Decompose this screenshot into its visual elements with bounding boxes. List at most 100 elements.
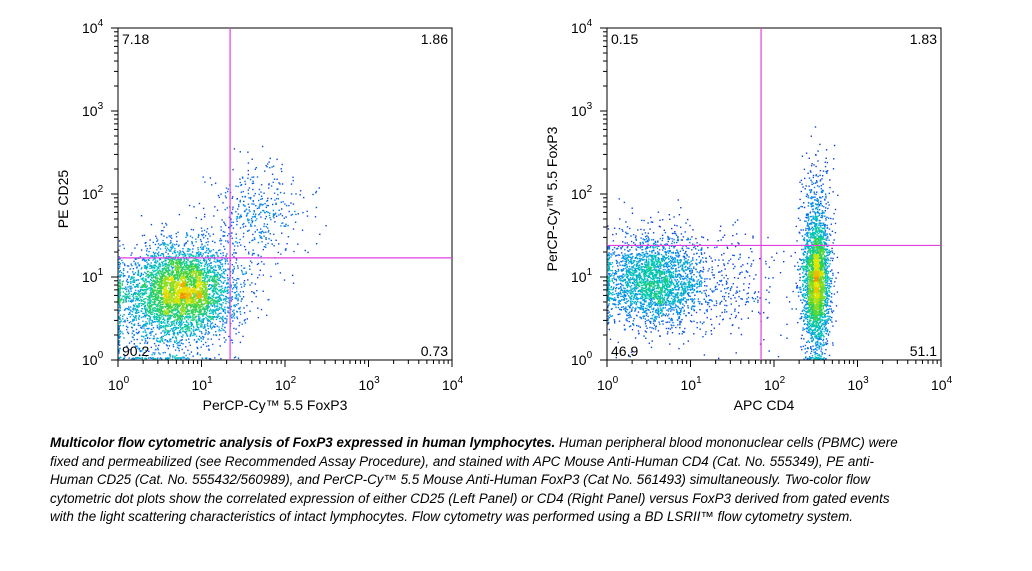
event-dot xyxy=(186,264,188,266)
event-dot xyxy=(187,290,189,293)
event-dot xyxy=(170,262,172,265)
event-dot xyxy=(159,293,161,295)
event-dot xyxy=(207,320,209,322)
event-dot xyxy=(142,273,144,276)
event-dot xyxy=(157,267,159,269)
event-dot xyxy=(179,259,181,261)
event-dot xyxy=(196,306,198,308)
event-dot xyxy=(172,288,175,291)
event-dot xyxy=(170,294,173,296)
event-dot xyxy=(165,312,167,314)
event-dot xyxy=(143,298,145,301)
event-dot xyxy=(166,311,168,313)
event-dot xyxy=(162,269,164,271)
event-dot xyxy=(174,324,176,326)
event-dot xyxy=(131,299,133,301)
event-dot xyxy=(137,347,139,349)
event-dot xyxy=(196,282,198,284)
event-dot xyxy=(198,235,200,237)
event-dot xyxy=(222,271,224,273)
event-dot xyxy=(174,290,177,292)
event-dot xyxy=(170,278,172,281)
event-dot xyxy=(239,295,241,298)
event-dot xyxy=(224,341,226,343)
event-dot xyxy=(143,352,145,354)
event-dot xyxy=(190,266,192,268)
event-dot xyxy=(292,176,294,178)
event-dot xyxy=(202,272,204,275)
event-dot xyxy=(183,310,185,312)
event-dot xyxy=(182,284,185,286)
event-dot xyxy=(215,308,218,310)
event-dot xyxy=(237,267,239,269)
event-dot xyxy=(152,309,154,312)
event-dot xyxy=(221,219,223,221)
event-dot xyxy=(179,281,181,283)
event-dot xyxy=(214,299,216,302)
event-dot xyxy=(175,304,177,306)
event-dot xyxy=(132,357,134,359)
event-dot xyxy=(312,193,314,196)
event-dot xyxy=(173,341,176,343)
event-dot xyxy=(176,301,178,303)
event-dot xyxy=(147,314,149,317)
event-dot xyxy=(165,302,168,304)
event-dot xyxy=(186,308,189,310)
event-dot xyxy=(166,314,168,316)
event-dot xyxy=(249,260,252,262)
event-dot xyxy=(158,304,161,307)
event-dot xyxy=(181,285,183,287)
event-dot xyxy=(242,226,245,228)
event-dot xyxy=(275,263,277,265)
event-dot xyxy=(173,332,176,335)
event-dot xyxy=(297,243,299,245)
event-dot xyxy=(182,313,185,315)
event-dot xyxy=(209,275,211,277)
event-dot xyxy=(209,293,211,295)
event-dot xyxy=(212,301,214,304)
event-dot xyxy=(159,304,162,306)
event-dot xyxy=(218,277,220,280)
event-dot xyxy=(202,327,205,329)
event-dot xyxy=(218,298,220,301)
event-dot xyxy=(136,266,138,268)
event-dot xyxy=(205,274,207,276)
event-dot xyxy=(181,336,184,338)
event-dot xyxy=(154,352,156,354)
event-dot xyxy=(272,203,274,206)
event-dot xyxy=(236,290,238,293)
event-dot xyxy=(142,312,144,315)
event-dot xyxy=(220,289,222,291)
event-dot xyxy=(181,316,183,318)
event-dot xyxy=(233,249,235,251)
event-dot xyxy=(192,284,194,286)
event-dot xyxy=(225,224,227,227)
event-dot xyxy=(225,283,228,285)
event-dot xyxy=(195,309,197,311)
event-dot xyxy=(185,333,188,335)
event-dot xyxy=(223,270,225,273)
event-dot xyxy=(123,337,125,339)
event-dot xyxy=(152,279,154,281)
event-dot xyxy=(163,326,165,329)
event-dot xyxy=(253,216,255,218)
event-dot xyxy=(153,287,156,289)
event-dot xyxy=(170,288,172,290)
event-dot xyxy=(192,313,195,315)
event-dot xyxy=(203,236,205,239)
event-dot xyxy=(158,291,161,293)
event-dot xyxy=(193,332,195,335)
event-dot xyxy=(157,310,159,312)
event-dot xyxy=(158,265,160,268)
event-dot xyxy=(228,335,230,338)
event-dot xyxy=(150,287,152,289)
event-dot xyxy=(176,346,179,349)
event-dot xyxy=(236,277,238,280)
event-dot xyxy=(221,303,223,306)
event-dot xyxy=(171,278,174,280)
event-dot xyxy=(169,318,171,320)
event-dot xyxy=(208,358,211,360)
event-dot xyxy=(244,283,246,286)
event-dot xyxy=(214,241,216,244)
event-dot xyxy=(193,287,195,290)
